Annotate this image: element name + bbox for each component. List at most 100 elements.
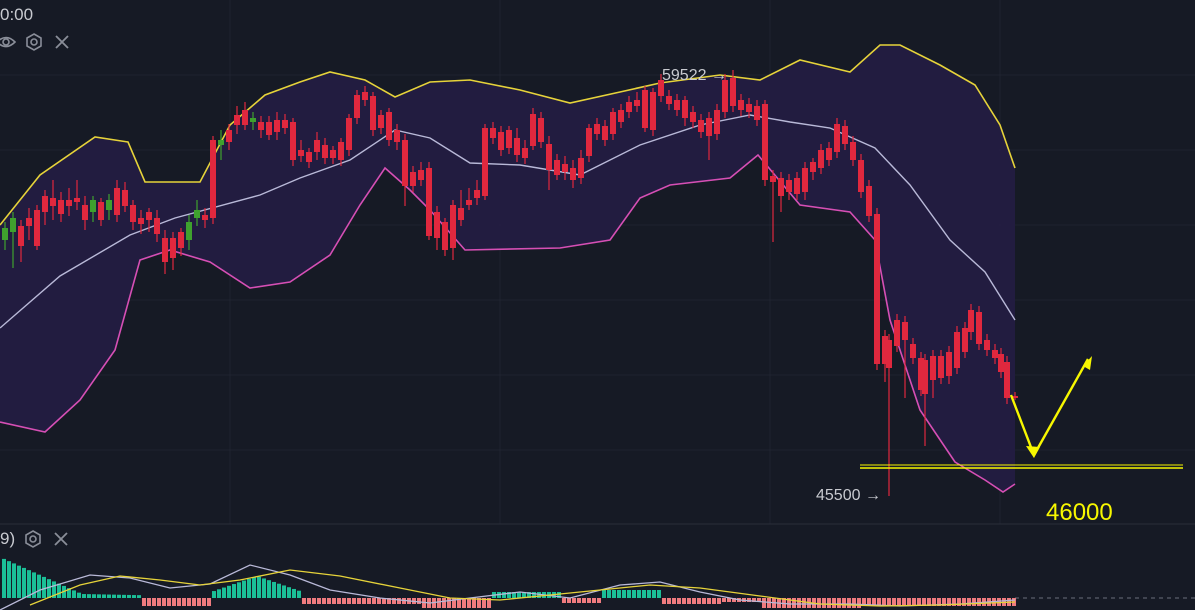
chart-grid [0, 0, 1195, 524]
candle-body [1004, 362, 1010, 398]
macd-bar [517, 592, 521, 598]
macd-bar [757, 598, 761, 602]
candle [818, 144, 824, 174]
candle [10, 212, 16, 268]
candle [682, 96, 688, 126]
macd-bar [637, 590, 641, 598]
candle-body [170, 238, 176, 258]
candle [754, 100, 760, 126]
macd-bar [27, 570, 31, 598]
candle-body [18, 226, 24, 246]
macd-bar [942, 598, 946, 606]
macd-bar [152, 598, 156, 606]
candle-body [202, 215, 208, 220]
close-icon[interactable] [52, 32, 72, 52]
candle [66, 188, 72, 216]
macd-bar [97, 594, 101, 598]
macd-bar [877, 598, 881, 606]
macd-bar [787, 598, 791, 608]
macd-bar [947, 598, 951, 606]
macd-bar [607, 590, 611, 598]
macd-bar [17, 565, 21, 598]
candle [578, 150, 584, 184]
macd-bar [322, 598, 326, 604]
macd-bar [912, 598, 916, 606]
macd-bar [452, 598, 456, 608]
macd-bar [572, 598, 576, 603]
candle-body [706, 118, 712, 136]
candle [410, 166, 416, 192]
macd-bar [472, 598, 476, 608]
candle [674, 94, 680, 116]
candle-body [602, 126, 608, 140]
candle-body [930, 356, 936, 380]
candle [962, 322, 968, 358]
macd-bar [922, 598, 926, 606]
close-icon[interactable] [51, 529, 71, 549]
settings-icon[interactable] [24, 32, 44, 52]
candle-body [322, 145, 328, 158]
candle [338, 138, 344, 166]
candle-body [58, 200, 64, 214]
settings-icon[interactable] [23, 529, 43, 549]
candle [570, 160, 576, 188]
candle-body [610, 112, 616, 134]
candle-body [976, 312, 982, 344]
candle-body [82, 205, 88, 220]
candle [482, 124, 488, 200]
candle [778, 172, 784, 212]
eye-icon[interactable] [0, 32, 17, 52]
candle [90, 196, 96, 222]
candle [194, 200, 200, 226]
macd-bar [232, 584, 236, 598]
macd-bar [697, 598, 701, 604]
macd-bar [627, 590, 631, 598]
candle-body [258, 122, 264, 130]
macd-bar [677, 598, 681, 604]
macd-bar [792, 598, 796, 608]
candle-body [992, 350, 998, 358]
candle-body [362, 92, 368, 100]
candle-body [234, 115, 240, 125]
macd-bar [302, 598, 306, 604]
candle-body [578, 158, 584, 178]
macd-bar [282, 585, 286, 598]
macd-bar [37, 574, 41, 598]
candle-body [946, 352, 952, 376]
macd-bar [142, 598, 146, 606]
candle [186, 215, 192, 250]
macd-bar [747, 598, 751, 602]
macd-bar [227, 585, 231, 598]
candle [298, 140, 304, 162]
bollinger-upper-line [0, 44, 1016, 226]
candle-body [894, 320, 900, 346]
candle-body [130, 205, 136, 222]
macd-bar [2, 558, 6, 598]
macd-bar [267, 580, 271, 598]
candle [698, 114, 704, 138]
candle [968, 304, 974, 340]
macd-bar [462, 598, 466, 608]
macd-bar [657, 590, 661, 598]
candle [402, 134, 408, 206]
candle-body [746, 104, 752, 112]
macd-bar [972, 598, 976, 606]
bollinger-band-fill [0, 45, 1015, 492]
candle-body [562, 164, 568, 172]
macd-bar [537, 592, 541, 598]
candle [322, 138, 328, 164]
macd-bar [477, 598, 481, 608]
candle-body [714, 110, 720, 134]
candle [266, 116, 272, 140]
macd-bar [202, 598, 206, 606]
candle-body [426, 168, 432, 236]
candle [842, 120, 848, 150]
candle [562, 156, 568, 180]
macd-bar [32, 572, 36, 598]
macd-bar [827, 598, 831, 608]
macd-bar [602, 590, 606, 598]
candle-body [66, 200, 72, 206]
macd-bar [317, 598, 321, 604]
candle-body [306, 152, 312, 162]
